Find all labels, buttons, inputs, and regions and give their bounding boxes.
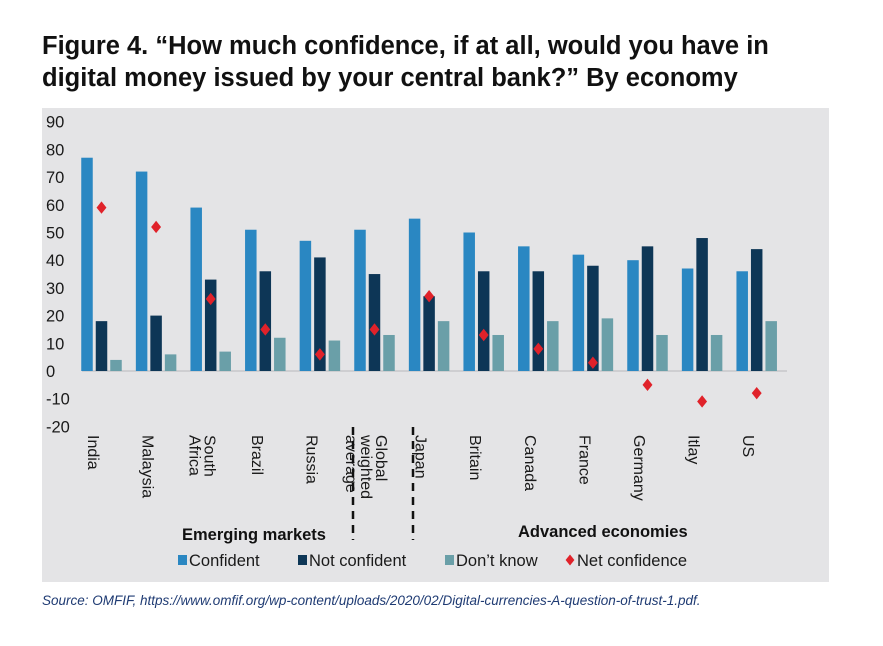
bar-don-t-know-8 [547,321,559,371]
legend-swatch-2 [445,555,454,565]
bar-not-confident-10 [641,246,654,371]
bar-not-confident-5 [368,274,381,371]
bar-chart: 90 80 70 60 50 40 30 20 10 0 -10 -20 India Malaysia So… [42,108,829,582]
net-confidence-marker-3 [260,323,271,336]
net-confidence-marker-9 [587,356,598,369]
net-confidence-marker-1 [151,220,162,234]
bar-confident-11 [681,268,694,371]
bar-not-confident-11 [696,238,708,371]
legend-swatch-1 [298,555,307,565]
net-confidence-marker-10 [642,378,653,392]
bar-not-confident-1 [150,315,162,371]
y-tick-label: 10 [46,335,64,353]
bar-don-t-know-6 [437,321,450,371]
net-confidence-marker-12 [751,386,762,400]
bar-don-t-know-9 [601,318,614,371]
y-tick-label: 30 [46,280,64,298]
bar-not-confident-3 [259,271,272,371]
title-line-1: Figure 4. “How much confidence, if at al… [42,32,769,60]
y-tick-label: -20 [46,418,70,436]
bar-confident-5 [354,229,366,371]
bar-don-t-know-4 [328,340,341,371]
category-label-2: SouthAfrica [186,435,218,477]
bar-don-t-know-5 [383,334,395,371]
legend-label-2: Don’t know [456,552,538,570]
bar-don-t-know-11 [710,334,723,371]
bar-confident-7 [463,232,475,371]
net-confidence-marker-11 [697,395,708,408]
net-confidence-marker-4 [314,348,325,361]
legend-label-1: Not confident [309,552,407,570]
category-label-9: France [575,435,592,485]
bar-not-confident-6 [423,296,435,371]
source-note: Source: OMFIF, https://www.omfif.org/wp-… [42,593,701,608]
net-confidence-marker-6 [424,290,435,303]
bar-confident-2 [190,207,202,371]
bar-don-t-know-1 [164,354,177,371]
title-line-2: digital money issued by your central ban… [42,64,738,92]
group-label-emerging: Emerging markets [182,526,326,544]
category-label-10: Germany [630,435,647,501]
category-label-4: Russia [302,435,319,484]
bar-don-t-know-10 [656,334,668,371]
category-label-6: Japan [412,435,429,479]
y-tick-label: 0 [46,363,55,381]
y-tick-label: 80 [46,141,64,159]
bar-not-confident-12 [750,249,763,371]
bar-not-confident-0 [95,321,108,371]
bar-don-t-know-3 [274,337,286,371]
category-label-12: US [739,435,756,457]
bar-confident-0 [81,157,93,371]
bar-confident-1 [135,171,148,371]
category-label-5: Globalweightedaverage [342,434,389,499]
bar-confident-12 [736,271,748,371]
y-tick-label: -10 [46,391,70,409]
category-label-0: India [84,435,101,470]
bar-confident-8 [518,246,530,371]
figure-title: Figure 4. “How much confidence, if at al… [42,30,842,94]
y-tick-label: 70 [46,169,64,187]
bar-confident-3 [245,229,257,371]
bar-confident-9 [572,254,585,371]
legend-label-3: Net confidence [577,552,687,570]
bar-don-t-know-7 [492,334,504,371]
category-label-8: Canada [521,435,538,491]
category-label-11: Itlay [685,435,702,464]
legend-label-0: Confident [189,552,260,570]
net-confidence-marker-2 [205,292,216,306]
category-label-3: Brazil [248,435,265,475]
y-tick-label: 40 [46,252,64,270]
bar-don-t-know-0 [110,359,122,371]
net-confidence-marker-5 [369,323,380,336]
bar-confident-4 [299,240,312,371]
bar-not-confident-8 [532,271,545,371]
group-label-advanced: Advanced economies [518,523,688,541]
net-confidence-marker-0 [96,201,107,214]
bar-not-confident-9 [587,265,599,371]
bar-confident-6 [408,218,421,371]
net-confidence-marker-7 [478,328,489,342]
bar-not-confident-4 [314,257,326,371]
bar-confident-10 [627,260,639,371]
bar-not-confident-2 [204,279,217,371]
bar-don-t-know-2 [219,351,231,371]
bar-don-t-know-12 [765,321,777,371]
y-tick-label: 20 [46,308,64,326]
chart-panel: 90 80 70 60 50 40 30 20 10 0 -10 -20 India Malaysia So… [42,108,829,582]
bar-not-confident-7 [477,271,490,371]
y-tick-label: 50 [46,225,64,243]
y-tick-label: 90 [46,114,64,132]
category-label-1: Malaysia [139,435,156,498]
y-tick-label: 60 [46,197,64,215]
category-label-7: Britain [466,435,483,480]
legend-swatch-0 [178,555,187,565]
legend-swatch-3 [565,554,575,566]
